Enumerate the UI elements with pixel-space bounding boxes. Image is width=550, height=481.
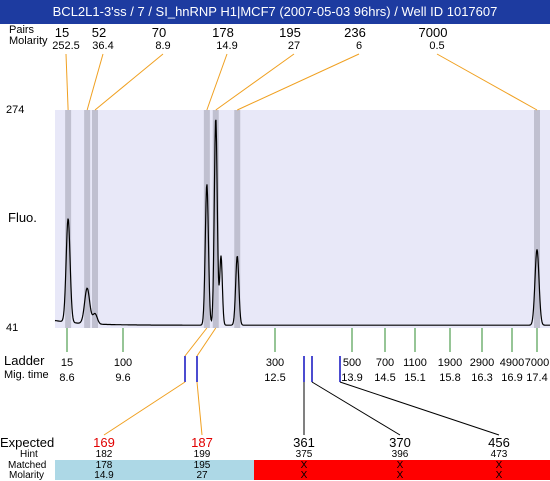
peak-connector (206, 53, 228, 111)
ladder-size-label: 1900 (437, 357, 463, 369)
matched-label: Matched (8, 460, 47, 471)
table-molarity-label: Molarity (9, 470, 45, 481)
peak-band (92, 110, 98, 328)
ladder-size-label: 2900 (469, 357, 495, 369)
mig-time-label: Mig. time (4, 369, 49, 381)
y-axis-min-label: 41 (6, 322, 19, 334)
ladder-size-label: 100 (113, 357, 133, 369)
molarity-row-label: Molarity (9, 35, 48, 47)
match-connector (184, 327, 208, 357)
expected-size: 169 (93, 435, 115, 450)
ladder-time-label: 9.6 (115, 372, 131, 384)
peak-molarity-label: 14.9 (216, 40, 238, 52)
ladder-time-label: 12.5 (264, 372, 286, 384)
plot-area (55, 110, 550, 328)
ladder-time-label: 17.4 (526, 372, 548, 384)
hint-size: 375 (295, 449, 313, 460)
peak-molarity-label: 8.9 (155, 40, 171, 52)
peak-connector (215, 53, 295, 111)
hint-size: 199 (193, 449, 211, 460)
window-title: BCL2L1-3'ss / 7 / SI_hnRNP H1|MCF7 (2007… (0, 0, 550, 24)
peak-band (84, 110, 91, 328)
peak-connector (86, 53, 104, 111)
y-axis-label: Fluo. (8, 210, 37, 225)
matched-size: X (300, 460, 308, 471)
ladder-time-label: 15.8 (439, 372, 461, 384)
peak-size-label: 178 (212, 25, 234, 40)
peak-size-label: 52 (91, 25, 107, 40)
expected-size: 456 (488, 435, 510, 450)
expected-connector (196, 381, 203, 436)
peak-connector (94, 53, 164, 111)
peak-connector (436, 53, 538, 111)
peak-size-label: 15 (54, 25, 70, 40)
ladder-label: Ladder (4, 353, 45, 368)
ladder-time-label: 8.6 (59, 372, 75, 384)
ladder-time-label: 16.9 (501, 372, 523, 384)
peak-connector (65, 53, 69, 111)
matched-size: X (495, 460, 503, 471)
ladder-size-label: 4900 (499, 357, 525, 369)
ladder-time-label: 15.1 (404, 372, 426, 384)
peak-molarity-label: 0.5 (429, 40, 445, 52)
peak-connector (237, 53, 360, 111)
matched-size: X (396, 460, 404, 471)
unmatched-row-background (254, 460, 550, 480)
peak-band (534, 110, 540, 328)
peak-size-label: 7000 (418, 25, 448, 40)
y-axis-max-label: 274 (6, 104, 25, 116)
matched-molarity: X (396, 470, 404, 481)
ladder-time-label: 16.3 (471, 372, 493, 384)
hint-size: 396 (391, 449, 409, 460)
ladder-size-label: 500 (342, 357, 362, 369)
expected-size: 361 (293, 435, 315, 450)
expected-connector (339, 381, 500, 436)
matched-row-background (55, 460, 254, 480)
expected-connector (311, 381, 401, 436)
matched-size: 178 (95, 460, 113, 471)
pairs-row-label: Pairs (9, 24, 35, 36)
peak-molarity-label: 27 (287, 40, 301, 52)
expected-label: Expected (0, 435, 55, 450)
peak-molarity-label: 252.5 (52, 40, 80, 52)
peak-size-label: 195 (279, 25, 301, 40)
expected-connector (103, 381, 186, 436)
ladder-time-label: 14.5 (374, 372, 396, 384)
match-connector (196, 327, 217, 357)
hint-size: 473 (490, 449, 508, 460)
peak-band (203, 110, 210, 328)
ladder-size-label: 15 (60, 357, 74, 369)
hint-label: Hint (20, 449, 38, 460)
fluorescence-trace (54, 119, 550, 326)
ladder-size-label: 700 (375, 357, 395, 369)
peak-size-label: 236 (344, 25, 366, 40)
expected-size: 370 (389, 435, 411, 450)
ladder-time-label: 13.9 (341, 372, 363, 384)
ladder-size-label: 1100 (403, 357, 427, 369)
ladder-size-label: 300 (265, 357, 285, 369)
peak-molarity-label: 6 (355, 40, 363, 52)
ladder-size-label: 7000 (524, 357, 550, 369)
peak-band (234, 110, 241, 328)
matched-molarity: X (495, 470, 503, 481)
matched-molarity: X (300, 470, 308, 481)
hint-size: 182 (95, 449, 113, 460)
peak-band (212, 110, 219, 328)
expected-size: 187 (191, 435, 213, 450)
matched-molarity: 14.9 (94, 470, 114, 481)
matched-molarity: 27 (196, 470, 208, 481)
matched-size: 195 (193, 460, 211, 471)
peak-molarity-label: 36.4 (92, 40, 114, 52)
peak-size-label: 70 (151, 25, 167, 40)
